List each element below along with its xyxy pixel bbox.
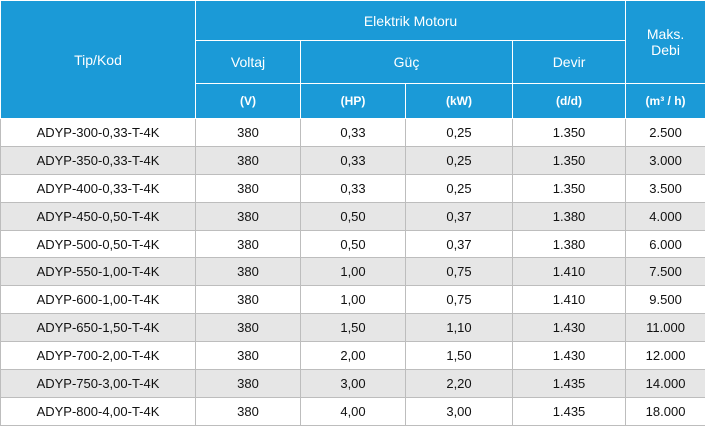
header-cell: Maks. Debi bbox=[626, 1, 705, 84]
table-cell: 2.500 bbox=[626, 119, 705, 147]
table-cell: 1.380 bbox=[513, 202, 626, 230]
table-cell: 380 bbox=[196, 174, 301, 202]
table-cell: 9.500 bbox=[626, 286, 705, 314]
table-cell: 380 bbox=[196, 397, 301, 425]
table-cell: 1,50 bbox=[406, 342, 513, 370]
table-cell: 0,50 bbox=[301, 202, 406, 230]
table-cell: 1.410 bbox=[513, 286, 626, 314]
table-cell: 380 bbox=[196, 342, 301, 370]
table-cell: 1.410 bbox=[513, 258, 626, 286]
table-cell: 1.430 bbox=[513, 342, 626, 370]
header-cell: Devir bbox=[513, 41, 626, 84]
table-cell: 0,25 bbox=[406, 119, 513, 147]
table-cell: 1.435 bbox=[513, 370, 626, 398]
table-cell: ADYP-800-4,00-T-4K bbox=[1, 397, 196, 425]
table-cell: ADYP-650-1,50-T-4K bbox=[1, 314, 196, 342]
table-cell: 0,33 bbox=[301, 146, 406, 174]
unit-cell: (kW) bbox=[406, 84, 513, 119]
table-cell: 380 bbox=[196, 286, 301, 314]
table-cell: ADYP-450-0,50-T-4K bbox=[1, 202, 196, 230]
table-cell: ADYP-350-0,33-T-4K bbox=[1, 146, 196, 174]
table-cell: 1.350 bbox=[513, 119, 626, 147]
table-cell: 0,75 bbox=[406, 258, 513, 286]
table-cell: 380 bbox=[196, 119, 301, 147]
table-cell: 1.435 bbox=[513, 397, 626, 425]
table-cell: 0,33 bbox=[301, 174, 406, 202]
table-cell: 3,00 bbox=[301, 370, 406, 398]
table-cell: 7.500 bbox=[626, 258, 705, 286]
table-cell: 0,25 bbox=[406, 146, 513, 174]
table-cell: 2,20 bbox=[406, 370, 513, 398]
table-cell: 380 bbox=[196, 314, 301, 342]
table-cell: ADYP-300-0,33-T-4K bbox=[1, 119, 196, 147]
table-cell: 380 bbox=[196, 370, 301, 398]
table-cell: ADYP-750-3,00-T-4K bbox=[1, 370, 196, 398]
table-cell: 3.000 bbox=[626, 146, 705, 174]
unit-cell: (d/d) bbox=[513, 84, 626, 119]
table-cell: 14.000 bbox=[626, 370, 705, 398]
table-cell: 4,00 bbox=[301, 397, 406, 425]
table-cell: 3,00 bbox=[406, 397, 513, 425]
table-cell: 3.500 bbox=[626, 174, 705, 202]
table-cell: 380 bbox=[196, 258, 301, 286]
header-group: Elektrik Motoru bbox=[196, 1, 626, 41]
table-cell: 18.000 bbox=[626, 397, 705, 425]
table-cell: 0,25 bbox=[406, 174, 513, 202]
table-cell: 0,50 bbox=[301, 230, 406, 258]
table-cell: ADYP-600-1,00-T-4K bbox=[1, 286, 196, 314]
table-cell: 0,37 bbox=[406, 230, 513, 258]
table-cell: 1,00 bbox=[301, 286, 406, 314]
unit-cell: (HP) bbox=[301, 84, 406, 119]
unit-cell: (m³ / h) bbox=[626, 84, 705, 119]
table-cell: ADYP-500-0,50-T-4K bbox=[1, 230, 196, 258]
table-cell: 1.430 bbox=[513, 314, 626, 342]
table-cell: 380 bbox=[196, 146, 301, 174]
table-cell: 1.380 bbox=[513, 230, 626, 258]
table-cell: 0,33 bbox=[301, 119, 406, 147]
table-cell: 6.000 bbox=[626, 230, 705, 258]
table-cell: 1,50 bbox=[301, 314, 406, 342]
table-cell: 1,10 bbox=[406, 314, 513, 342]
table-cell: 0,37 bbox=[406, 202, 513, 230]
table-cell: 4.000 bbox=[626, 202, 705, 230]
header-cell: Güç bbox=[301, 41, 513, 84]
table-cell: 380 bbox=[196, 202, 301, 230]
table-cell: 1.350 bbox=[513, 174, 626, 202]
table-cell: 0,75 bbox=[406, 286, 513, 314]
table-cell: ADYP-550-1,00-T-4K bbox=[1, 258, 196, 286]
table-cell: 11.000 bbox=[626, 314, 705, 342]
table-cell: ADYP-400-0,33-T-4K bbox=[1, 174, 196, 202]
table-cell: 1.350 bbox=[513, 146, 626, 174]
unit-cell: (V) bbox=[196, 84, 301, 119]
table-cell: 1,00 bbox=[301, 258, 406, 286]
header-cell: Tip/Kod bbox=[1, 1, 196, 119]
table-cell: ADYP-700-2,00-T-4K bbox=[1, 342, 196, 370]
header-cell: Voltaj bbox=[196, 41, 301, 84]
table-cell: 2,00 bbox=[301, 342, 406, 370]
table-cell: 12.000 bbox=[626, 342, 705, 370]
table-cell: 380 bbox=[196, 230, 301, 258]
